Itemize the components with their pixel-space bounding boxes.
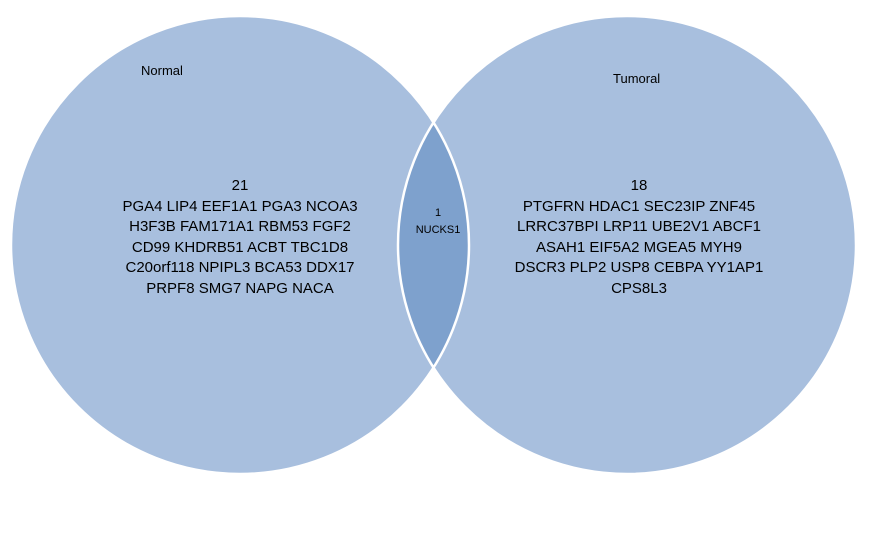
normal-only-count: 21: [231, 177, 249, 194]
gene-list-line: CD99 KHDRB51 ACBT TBC1D8: [131, 238, 349, 256]
normal-only-genes: 21 PGA4 LIP4 EEF1A1 PGA3 NCOA3 H3F3B FAM…: [68, 176, 412, 299]
tumoral-set-outline: [396, 14, 858, 476]
gene-list-line: ASAH1 EIF5A2 MGEA5 MYH9: [536, 238, 742, 256]
gene-list-line: CPS8L3: [611, 279, 667, 297]
overlap-count: 1: [434, 207, 442, 219]
gene-list-line: PGA4 LIP4 EEF1A1 PGA3 NCOA3: [122, 197, 358, 215]
gene-list-line: DSCR3 PLP2 USP8 CEBPA YY1AP1: [514, 259, 764, 276]
gene-list-line: C20orf118 NPIPL3 BCA53 DDX17: [125, 259, 355, 276]
gene-list-line: NUCKS1: [415, 224, 461, 236]
gene-list-line: PTGFRN HDAC1 SEC23IP ZNF45: [522, 197, 756, 215]
overlap-genes: 1 NUCKS1: [398, 205, 478, 239]
normal-set-circle: [11, 16, 469, 474]
normal-set-label: Normal: [141, 63, 183, 78]
gene-list-line: H3F3B FAM171A1 RBM53 FGF2: [129, 218, 351, 235]
tumoral-set-label: Tumoral: [613, 71, 661, 86]
tumoral-only-genes: 18 PTGFRN HDAC1 SEC23IP ZNF45 LRRC37BPI …: [467, 176, 811, 299]
gene-list-line: PRPF8 SMG7 NAPG NACA: [146, 279, 334, 297]
normal-set-outline: [9, 14, 471, 476]
tumoral-only-count: 18: [630, 177, 648, 194]
tumoral-set-circle: [398, 16, 856, 474]
gene-list-line: LRRC37BPI LRP11 UBE2V1 ABCF1: [516, 218, 761, 235]
